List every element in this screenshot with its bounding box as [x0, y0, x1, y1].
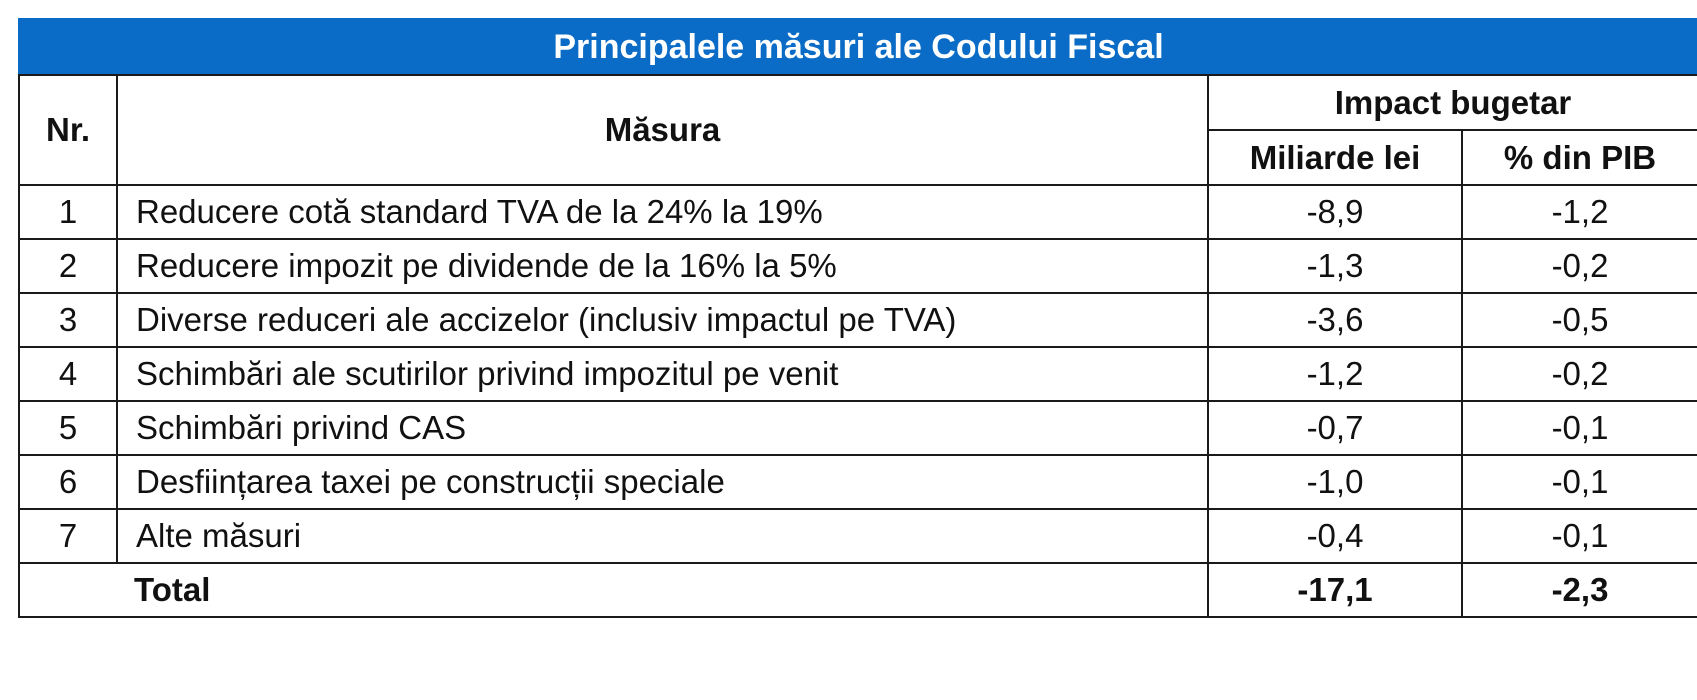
row-billions: -8,9 [1207, 184, 1463, 240]
row-gdp-pct: -0,1 [1460, 400, 1697, 456]
header-measure: Măsura [116, 74, 1209, 186]
table-row: 1 Reducere cotă standard TVA de la 24% l… [18, 184, 1697, 240]
fiscal-table-container: Principalele măsuri ale Codului Fiscal N… [17, 18, 1697, 618]
row-billions: -3,6 [1207, 292, 1463, 348]
total-billions: -17,1 [1207, 562, 1463, 618]
header-impact-group: Impact bugetar [1206, 74, 1697, 131]
fiscal-measures-table: Principalele măsuri ale Codului Fiscal N… [17, 18, 1697, 618]
header-gdp-pct: % din PIB [1460, 129, 1697, 186]
row-measure: Alte măsuri [116, 508, 1209, 564]
row-nr: 4 [18, 346, 118, 402]
row-measure: Reducere impozit pe dividende de la 16% … [116, 238, 1209, 294]
row-billions: -1,0 [1207, 454, 1463, 510]
row-nr: 5 [18, 400, 118, 456]
row-gdp-pct: -0,5 [1460, 292, 1697, 348]
row-billions: -1,2 [1207, 346, 1463, 402]
table-title: Principalele măsuri ale Codului Fiscal [17, 18, 1697, 76]
row-measure: Diverse reduceri ale accizelor (inclusiv… [116, 292, 1209, 348]
table-row: 4 Schimbări ale scutirilor privind impoz… [18, 346, 1697, 402]
table-row: 7 Alte măsuri -0,4 -0,1 [18, 508, 1697, 564]
row-measure: Schimbări ale scutirilor privind impozit… [116, 346, 1209, 402]
table-row: 3 Diverse reduceri ale accizelor (inclus… [18, 292, 1697, 348]
total-label: Total [18, 562, 1209, 618]
row-measure: Desființarea taxei pe construcții specia… [116, 454, 1209, 510]
row-nr: 1 [18, 184, 118, 240]
header-nr: Nr. [18, 74, 118, 186]
row-gdp-pct: -0,1 [1460, 454, 1697, 510]
row-gdp-pct: -0,2 [1460, 346, 1697, 402]
row-measure: Reducere cotă standard TVA de la 24% la … [116, 184, 1209, 240]
table-row: 2 Reducere impozit pe dividende de la 16… [18, 238, 1697, 294]
row-gdp-pct: -1,2 [1460, 184, 1697, 240]
row-gdp-pct: -0,2 [1460, 238, 1697, 294]
row-billions: -1,3 [1207, 238, 1463, 294]
row-nr: 3 [18, 292, 118, 348]
row-measure: Schimbări privind CAS [116, 400, 1209, 456]
row-nr: 6 [18, 454, 118, 510]
table-row: 6 Desființarea taxei pe construcții spec… [18, 454, 1697, 510]
row-nr: 7 [18, 508, 118, 564]
row-nr: 2 [18, 238, 118, 294]
row-gdp-pct: -0,1 [1460, 508, 1697, 564]
table-row: 5 Schimbări privind CAS -0,7 -0,1 [18, 400, 1697, 456]
header-billions: Miliarde lei [1207, 129, 1463, 186]
row-billions: -0,4 [1207, 508, 1463, 564]
total-row: Total -17,1 -2,3 [18, 562, 1697, 618]
row-billions: -0,7 [1207, 400, 1463, 456]
total-gdp-pct: -2,3 [1460, 562, 1697, 618]
